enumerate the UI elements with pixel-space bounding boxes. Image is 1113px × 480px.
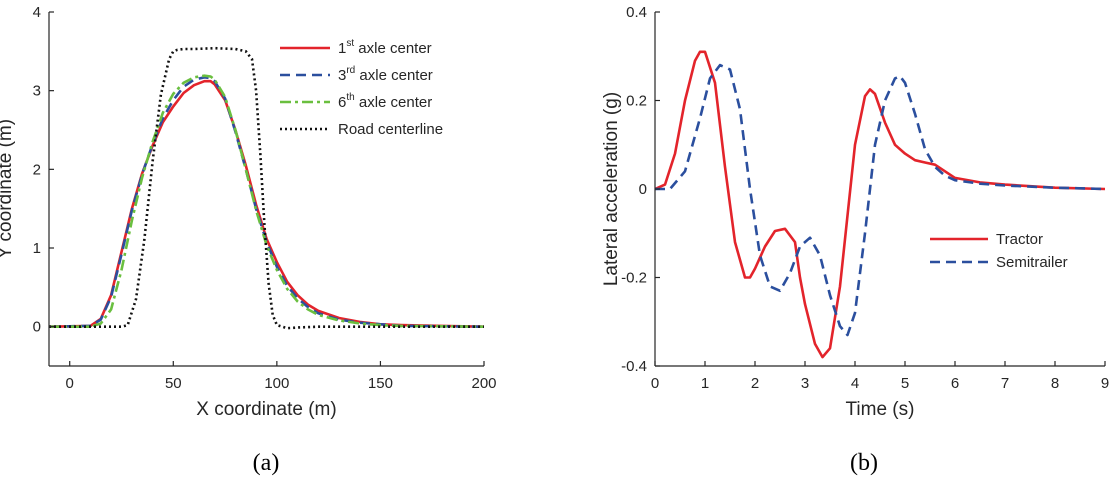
x-tick-label: 8 [1051,375,1059,392]
y-tick-label: 4 [33,4,41,21]
x-tick-label: 7 [1001,375,1009,392]
x-tick-label: 0 [66,375,74,392]
x-axis-label: X coordinate (m) [196,399,336,420]
legend-entry: 3rd axle center [338,65,433,84]
legend-entry: Semitrailer [996,254,1068,271]
series-line-semitrailer [655,63,1105,337]
x-tick-label: 9 [1101,375,1109,392]
y-axis-label: Y coordinate (m) [0,119,16,259]
y-tick-label: 0 [639,181,647,198]
y-tick-label: 0 [33,319,41,336]
x-tick-label: 5 [901,375,909,392]
y-tick-label: 3 [33,83,41,100]
y-axis-label: Lateral acceleration (g) [601,92,622,286]
x-tick-label: 50 [165,375,182,392]
series-line-tractor [655,50,1105,359]
chart-b: 0 1 2 3 4 5 6 7 8 9 -0.4 -0.2 0 0.2 0.4 Time (s) Lateral… [601,4,1109,476]
x-axis-label: Time (s) [846,399,915,420]
y-tick-label: 0.4 [626,4,647,21]
panel-label: (b) [850,450,878,476]
legend: 1st axle center 3rd axle center 6th axle c… [280,38,443,138]
series-line-1st-axle-center [49,79,484,328]
x-tick-label: 4 [851,375,859,392]
y-tick-label: -0.4 [621,358,647,375]
y-tick-label: 0.2 [626,93,647,110]
y-tick-label: -0.2 [621,270,647,287]
legend-entry: Tractor [996,231,1043,248]
legend-entry: 6th axle center [338,92,432,111]
series-line-6th-axle-center [49,74,484,329]
y-tick-label: 2 [33,161,41,178]
x-tick-label: 0 [651,375,659,392]
x-tick-label: 150 [368,375,393,392]
legend-entry: Road centerline [338,121,443,138]
x-tick-label: 3 [801,375,809,392]
x-tick-label: 1 [701,375,709,392]
x-tick-label: 200 [471,375,496,392]
legend-entry: 1st axle center [338,38,432,57]
x-tick-label: 6 [951,375,959,392]
x-tick-label: 100 [264,375,289,392]
chart-a: 0 50 100 150 200 0 1 2 3 4 X coordinate (m) Y coord… [0,4,497,476]
series-line-road-centerline [49,46,484,330]
x-tick-label: 2 [751,375,759,392]
y-tick-label: 1 [33,240,41,257]
panel-label: (a) [253,450,280,476]
legend: Tractor Semitrailer [930,231,1068,271]
series-line-3rd-axle-center [49,76,484,328]
